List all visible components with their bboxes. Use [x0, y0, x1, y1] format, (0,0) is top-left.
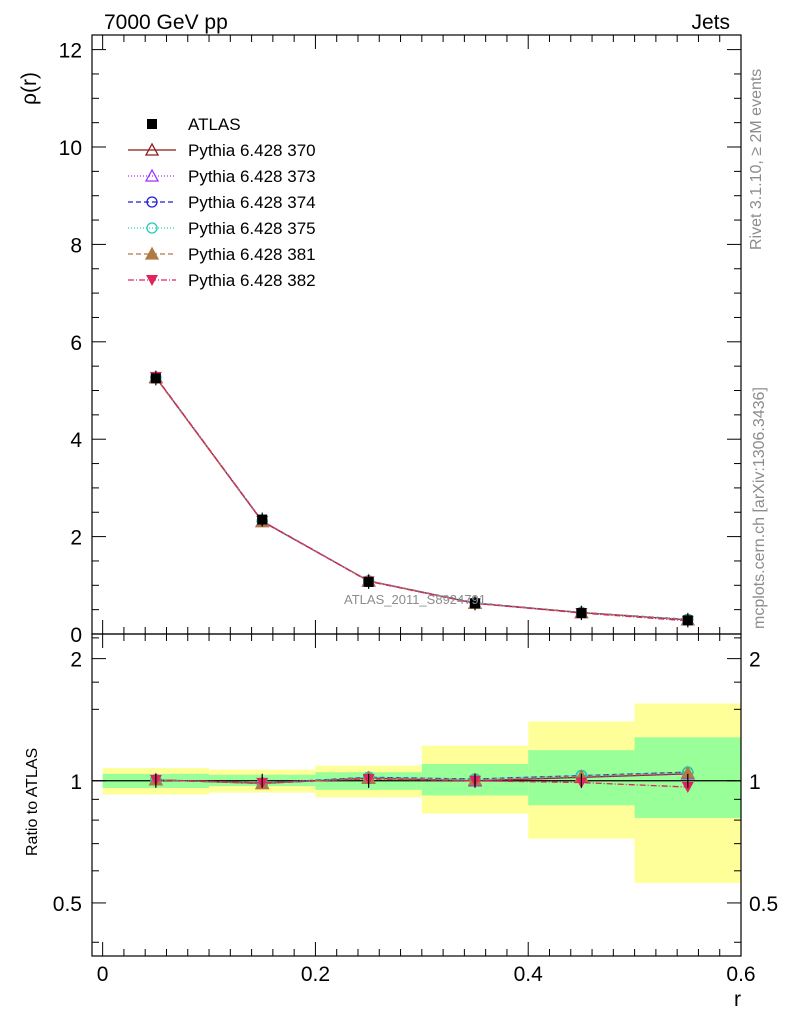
atlas-data-point: [682, 615, 693, 626]
legend-marker: [146, 222, 158, 234]
ratio-y-tick-label: 0.5: [53, 893, 82, 916]
analysis-watermark: ATLAS_2011_S8924791: [344, 592, 486, 607]
main-y-axis-label: ρ(r): [18, 72, 41, 105]
main-y-tick-label: 6: [70, 332, 82, 355]
main-series-line: [155, 376, 688, 621]
atlas-data-point: [576, 608, 587, 619]
main-series-line: [155, 376, 688, 621]
ratio-y-tick-label: 1: [70, 771, 82, 794]
legend-marker: [144, 246, 160, 260]
main-y-tick-label: 10: [59, 137, 82, 160]
legend-label: Pythia 6.428 381: [188, 245, 316, 264]
main-y-tick-label: 0: [70, 624, 82, 647]
ratio-uncertainty-bands: [102, 703, 741, 883]
ratio-y-tick-label-right: 0.5: [749, 893, 778, 916]
ratio-y-axis-label: Ratio to ATLAS: [24, 748, 41, 856]
x-tick-label: 0.4: [514, 963, 544, 986]
legend-marker-atlas: [147, 119, 157, 129]
header-right: Jets: [691, 11, 730, 34]
ratio-y-tick-label-right: 2: [749, 649, 761, 672]
atlas-data-point: [150, 373, 161, 384]
legend-label: Pythia 6.428 370: [188, 141, 316, 160]
legend-marker: [144, 142, 160, 156]
legend-label: Pythia 6.428 374: [188, 193, 316, 212]
legend-label: Pythia 6.428 382: [188, 271, 316, 290]
legend-label-atlas: ATLAS: [188, 115, 241, 134]
atlas-data-point: [470, 598, 481, 609]
main-series-line: [155, 376, 688, 621]
ratio-y-tick-label: 2: [70, 649, 82, 672]
x-axis-label: r: [734, 988, 741, 1011]
main-y-tick-label: 8: [70, 234, 82, 257]
main-y-tick-label: 2: [70, 527, 82, 550]
legend-label: Pythia 6.428 373: [188, 167, 316, 186]
main-series-group: [148, 369, 695, 628]
main-y-tick-label: 12: [59, 40, 82, 63]
legend-marker: [144, 168, 160, 182]
x-tick-label: 0.2: [301, 963, 330, 986]
main-series-line: [155, 376, 688, 622]
legend-label: Pythia 6.428 375: [188, 219, 316, 238]
ratio-series-group: [148, 765, 695, 794]
main-y-tick-label: 4: [70, 429, 82, 452]
x-tick-label: 0: [97, 963, 109, 986]
ratio-panel-frame: [91, 633, 742, 957]
side-text-rivet: Rivet 3.1.10, ≥ 2M events: [748, 69, 765, 250]
ratio-y-tick-label-right: 1: [749, 771, 761, 794]
header-left: 7000 GeV pp: [104, 11, 228, 34]
legend: ATLAS Pythia 6.428 370 Pythia 6.428 373 Pyt…: [128, 115, 316, 290]
x-tick-label: 0.6: [726, 963, 755, 986]
main-series-line: [155, 376, 688, 621]
legend-marker: [146, 275, 158, 286]
atlas-data-point: [363, 576, 374, 587]
legend-marker: [146, 196, 158, 208]
ratio-series-line: [155, 778, 688, 788]
atlas-data-point: [257, 514, 268, 525]
main-series-line: [155, 377, 688, 621]
side-text-mcplots: mcplots.cern.ch [arXiv:1306.3436]: [751, 387, 768, 629]
main-axis-ticks: 0 2 4 6 8 10 12: [59, 35, 742, 647]
